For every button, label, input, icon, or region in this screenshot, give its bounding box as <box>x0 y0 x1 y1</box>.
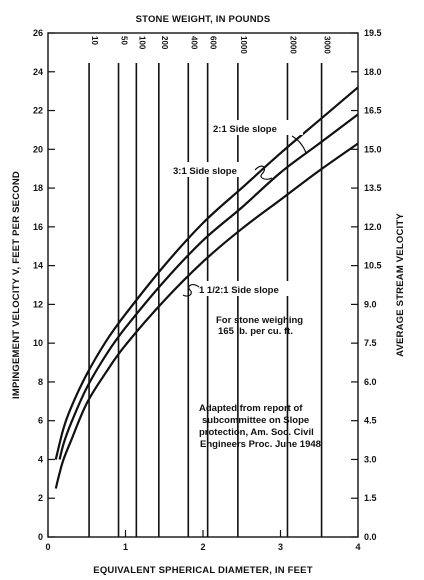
y-right-tick-label: 3.0 <box>364 454 377 464</box>
stone-note-line-2: 165 lb. per cu. ft. <box>218 326 293 337</box>
x-tick-label: 0 <box>45 542 50 552</box>
label-slope-3-1: 3:1 Side slope <box>173 166 237 177</box>
top-tick-label: 2000 <box>288 36 297 54</box>
y-left-tick-label: 20 <box>33 144 43 154</box>
y-right-tick-label: 13.5 <box>364 183 382 193</box>
y-left-tick-label: 2 <box>38 493 43 503</box>
top-tick-label: 200 <box>160 36 169 50</box>
y-left-tick-label: 14 <box>33 261 43 271</box>
weight-gridlines <box>88 63 323 537</box>
source-note-line-2: subcommittee on Slope <box>202 415 309 426</box>
label-slope-15-1: 1 1/2:1 Side slope <box>199 285 279 296</box>
x-tick-label: 1 <box>123 542 128 552</box>
source-note-line-4: Engineers Proc. June 1948 <box>200 439 321 450</box>
y-left-tick-label: 0 <box>38 532 43 542</box>
source-note-line-1: Adapted from report of <box>199 403 303 414</box>
series-line <box>54 86 359 460</box>
y-left-tick-label: 12 <box>33 299 43 309</box>
y-left-tick-label: 18 <box>33 183 43 193</box>
x-axis-title: EQUIVALENT SPHERICAL DIAMETER, IN FEET <box>93 565 312 576</box>
top-tick-label: 1000 <box>239 36 248 54</box>
y-axis-right-title: AVERAGE STREAM VELOCITY <box>395 213 406 357</box>
y-left-tick-label: 10 <box>33 338 43 348</box>
y-right-tick-label: 18.0 <box>364 67 382 77</box>
y-left-tick-label: 22 <box>33 106 43 116</box>
curves <box>54 86 359 489</box>
x-tick-label: 3 <box>278 542 283 552</box>
y-right-tick-label: 0.0 <box>364 532 377 542</box>
y-right-tick-label: 7.5 <box>364 338 377 348</box>
label-bg-2-1 <box>211 120 303 135</box>
label-bg-15-1 <box>197 281 303 296</box>
leader-3-1 <box>254 165 273 180</box>
y-right-tick-label: 19.5 <box>364 28 382 38</box>
top-tick-label: 100 <box>137 36 146 50</box>
top-tick-label: 10 <box>90 36 99 45</box>
source-note-line-3: protection, Am. Soc. Civil <box>199 427 314 438</box>
y-left-tick-label: 26 <box>33 28 43 38</box>
leader-15-1 <box>182 284 200 297</box>
series-line <box>54 142 359 489</box>
top-axis-title: STONE WEIGHT, IN POUNDS <box>136 14 271 25</box>
series-line <box>58 113 359 460</box>
top-tick-label: 400 <box>189 36 198 50</box>
label-bg-3-1 <box>171 162 253 177</box>
y-left-tick-label: 4 <box>38 454 43 464</box>
axis-ticks <box>47 32 359 538</box>
y-left-tick-label: 6 <box>38 416 43 426</box>
stone-note-line-1: For stone weighing <box>216 315 303 326</box>
y-right-tick-label: 16.5 <box>364 106 382 116</box>
y-right-tick-label: 10.5 <box>364 261 382 271</box>
top-tick-label: 50 <box>120 36 129 45</box>
x-tick-label: 4 <box>355 542 360 552</box>
leader-2-1 <box>291 135 307 154</box>
y-right-tick-label: 12.0 <box>364 222 382 232</box>
y-axis-left-title: IMPINGEMENT VELOCITY V, FEET PER SECOND <box>11 171 22 399</box>
y-right-tick-label: 15.0 <box>364 144 382 154</box>
y-right-tick-label: 1.5 <box>364 493 377 503</box>
x-tick-label: 2 <box>200 542 205 552</box>
label-slope-2-1: 2:1 Side slope <box>213 124 277 135</box>
y-right-tick-label: 6.0 <box>364 377 377 387</box>
top-tick-label: 3000 <box>323 36 332 54</box>
y-left-tick-label: 16 <box>33 222 43 232</box>
y-left-tick-label: 24 <box>33 67 43 77</box>
top-tick-label: 600 <box>209 36 218 50</box>
y-left-tick-label: 8 <box>38 377 43 387</box>
y-right-tick-label: 9.0 <box>364 299 377 309</box>
y-right-tick-label: 4.5 <box>364 416 377 426</box>
